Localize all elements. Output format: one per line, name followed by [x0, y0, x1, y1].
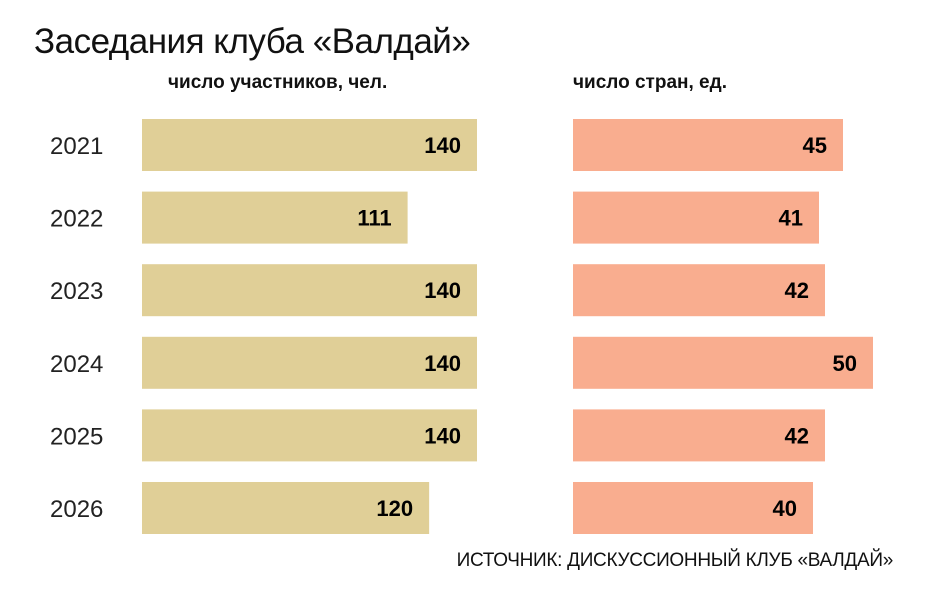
countries-bar-2023: [573, 264, 825, 317]
countries-bar-2026: [573, 482, 813, 534]
year-label-2022: 2022: [50, 206, 103, 233]
year-label-2021: 2021: [50, 133, 103, 160]
countries-bar-2025: [573, 409, 825, 462]
countries-panel-label: число стран, ед.: [573, 72, 727, 93]
participants-value-label-2023: 140: [424, 278, 461, 303]
participants-bar-2023: [142, 264, 477, 317]
participants-bar-2021: [142, 119, 477, 171]
participants-value-label-2021: 140: [424, 133, 461, 158]
participants-bar-2022: [142, 191, 408, 244]
source-note: ИСТОЧНИК: ДИСКУССИОННЫЙ КЛУБ «ВАЛДАЙ»: [456, 550, 894, 571]
year-label-2025: 2025: [50, 423, 103, 450]
participants-bar-2026: [142, 482, 430, 534]
countries-value-label-2026: 40: [773, 496, 797, 521]
participants-value-label-2025: 140: [424, 423, 461, 448]
countries-bar-2021: [573, 119, 843, 171]
countries-value-label-2025: 42: [785, 423, 809, 448]
participants-value-label-2024: 140: [424, 351, 461, 376]
participants-panel-label: число участников, чел.: [168, 72, 388, 93]
year-label-2026: 2026: [50, 496, 103, 523]
participants-value-label-2026: 120: [376, 496, 413, 521]
countries-value-label-2021: 45: [803, 133, 827, 158]
year-label-2024: 2024: [50, 351, 103, 378]
countries-value-label-2022: 41: [779, 206, 803, 231]
chart-title: Заседания клуба «Валдай»: [34, 22, 471, 61]
countries-value-label-2024: 50: [833, 351, 857, 376]
participants-value-label-2022: 111: [357, 206, 391, 231]
countries-bar-2024: [573, 336, 873, 389]
participants-bar-2024: [142, 336, 477, 389]
year-label-2023: 2023: [50, 278, 103, 305]
countries-value-label-2023: 42: [785, 278, 809, 303]
countries-bar-2022: [573, 191, 819, 244]
participants-bar-2025: [142, 409, 477, 462]
